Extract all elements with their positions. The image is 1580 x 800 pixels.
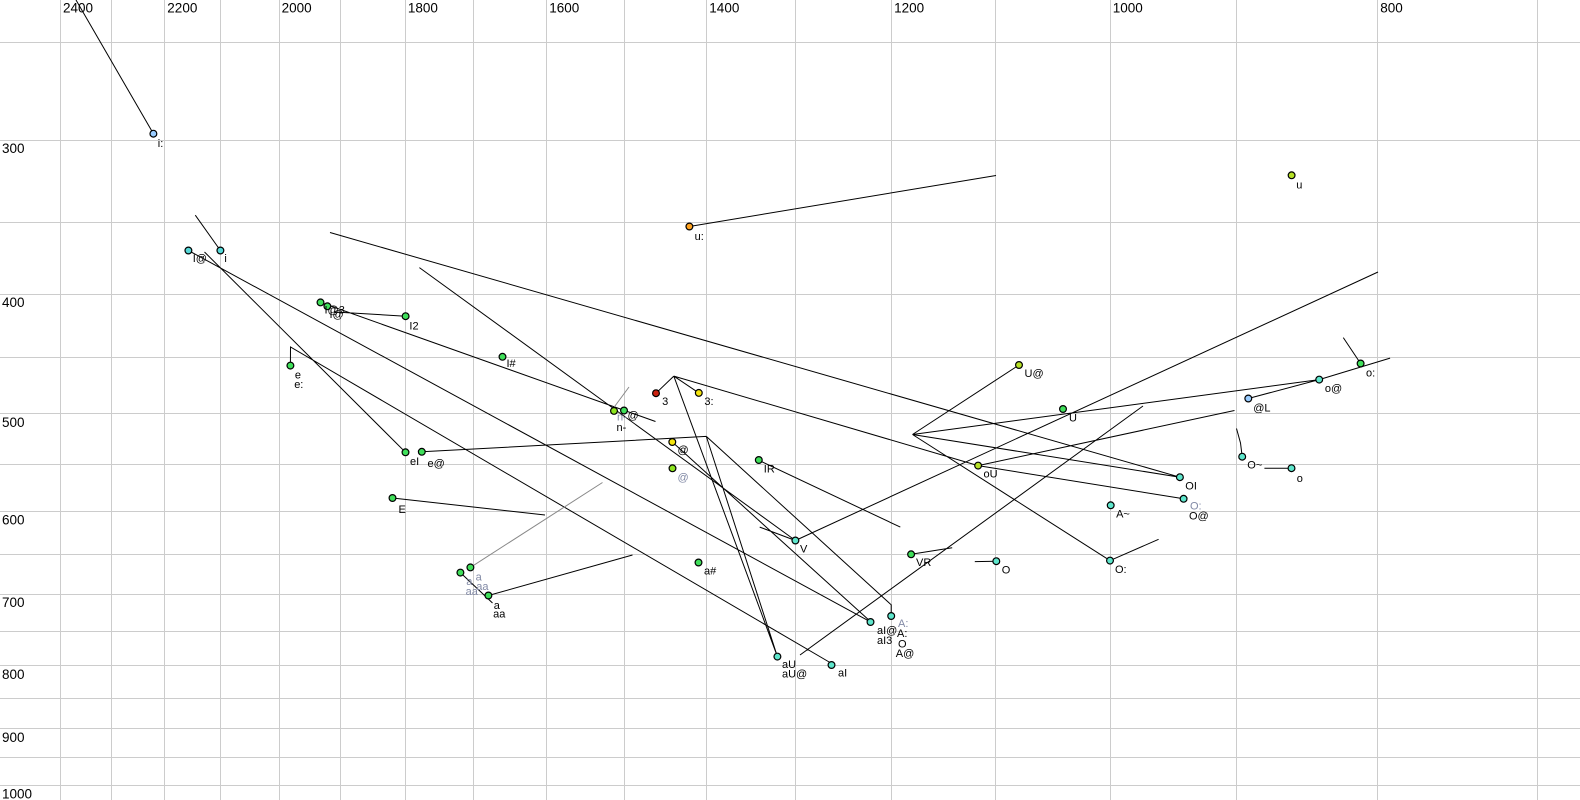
svg-text:i:: i: (158, 138, 164, 150)
svg-text:e@: e@ (428, 458, 445, 470)
svg-text:1000: 1000 (1113, 0, 1143, 15)
svg-text:o:: o: (1366, 368, 1375, 380)
svg-text:e: e (295, 369, 301, 381)
svg-text:IR: IR (764, 464, 775, 476)
svg-text:2200: 2200 (167, 0, 197, 15)
svg-text:O: O (898, 639, 907, 651)
svg-text:eI: eI (410, 456, 419, 468)
svg-text:800: 800 (2, 667, 25, 682)
svg-text:aa: aa (466, 586, 479, 598)
svg-text:u:: u: (695, 231, 704, 243)
svg-text:1600: 1600 (549, 0, 579, 15)
svg-text:1200: 1200 (894, 0, 924, 15)
svg-text:aa: aa (476, 581, 489, 593)
svg-text:aa: aa (493, 609, 506, 621)
svg-text:1800: 1800 (408, 0, 438, 15)
svg-text:400: 400 (2, 295, 25, 310)
svg-text:aU: aU (782, 659, 796, 671)
svg-text:@: @ (678, 472, 689, 484)
svg-text:I@: I@ (193, 253, 207, 265)
svg-text:@: @ (628, 410, 639, 422)
svg-text:e:: e: (294, 379, 303, 391)
svg-text:a: a (494, 600, 501, 612)
svg-text:3:: 3: (704, 396, 713, 408)
svg-text:A~: A~ (1116, 509, 1130, 521)
svg-text:u: u (1296, 179, 1302, 191)
svg-text:O: O (1002, 564, 1011, 576)
svg-text:2000: 2000 (282, 0, 312, 15)
svg-text:A@: A@ (896, 648, 915, 660)
svg-text:3: 3 (662, 396, 668, 408)
svg-text:O@: O@ (1189, 511, 1209, 523)
svg-text:V: V (800, 543, 808, 555)
svg-text:E: E (399, 504, 406, 516)
svg-text:aI: aI (838, 667, 847, 679)
svg-text:aI3: aI3 (877, 635, 892, 647)
svg-text:n-: n- (617, 411, 627, 423)
svg-text:800: 800 (1380, 0, 1403, 15)
svg-text:a#: a# (704, 565, 717, 577)
svg-text:I#: I# (507, 358, 517, 370)
svg-text:o: o (1297, 473, 1303, 485)
svg-text:U@: U@ (1025, 368, 1044, 380)
svg-text:500: 500 (2, 415, 25, 430)
svg-text:700: 700 (2, 595, 25, 610)
svg-text:O~: O~ (1247, 459, 1262, 471)
svg-text:I@3: I@3 (325, 304, 345, 316)
svg-text:oU: oU (984, 469, 998, 481)
svg-text:i: i (224, 253, 226, 265)
svg-text:n-: n- (617, 422, 627, 434)
svg-text:A:: A: (898, 618, 908, 630)
svg-text:1000: 1000 (2, 786, 32, 800)
svg-text:o@: o@ (1325, 383, 1342, 395)
svg-text:O:: O: (1190, 501, 1202, 513)
svg-text:2400: 2400 (63, 0, 93, 15)
svg-text:aI@: aI@ (877, 625, 897, 637)
svg-text:300: 300 (2, 141, 25, 156)
svg-text:a: a (476, 572, 483, 584)
svg-text:@: @ (678, 444, 689, 456)
svg-text:900: 900 (2, 730, 25, 745)
svg-text:1400: 1400 (709, 0, 739, 15)
svg-text:OI: OI (1185, 480, 1197, 492)
svg-text:aU@: aU@ (782, 668, 807, 680)
svg-text:A:: A: (897, 628, 907, 640)
svg-text:VR: VR (916, 557, 931, 569)
svg-text:600: 600 (2, 513, 25, 528)
svg-text:U: U (1069, 412, 1077, 424)
svg-text:I2: I2 (409, 321, 418, 333)
svg-text:@L: @L (1253, 402, 1270, 414)
svg-text:I@: I@ (330, 309, 344, 321)
svg-text:a: a (466, 576, 473, 588)
svg-text:O:: O: (1115, 564, 1127, 576)
